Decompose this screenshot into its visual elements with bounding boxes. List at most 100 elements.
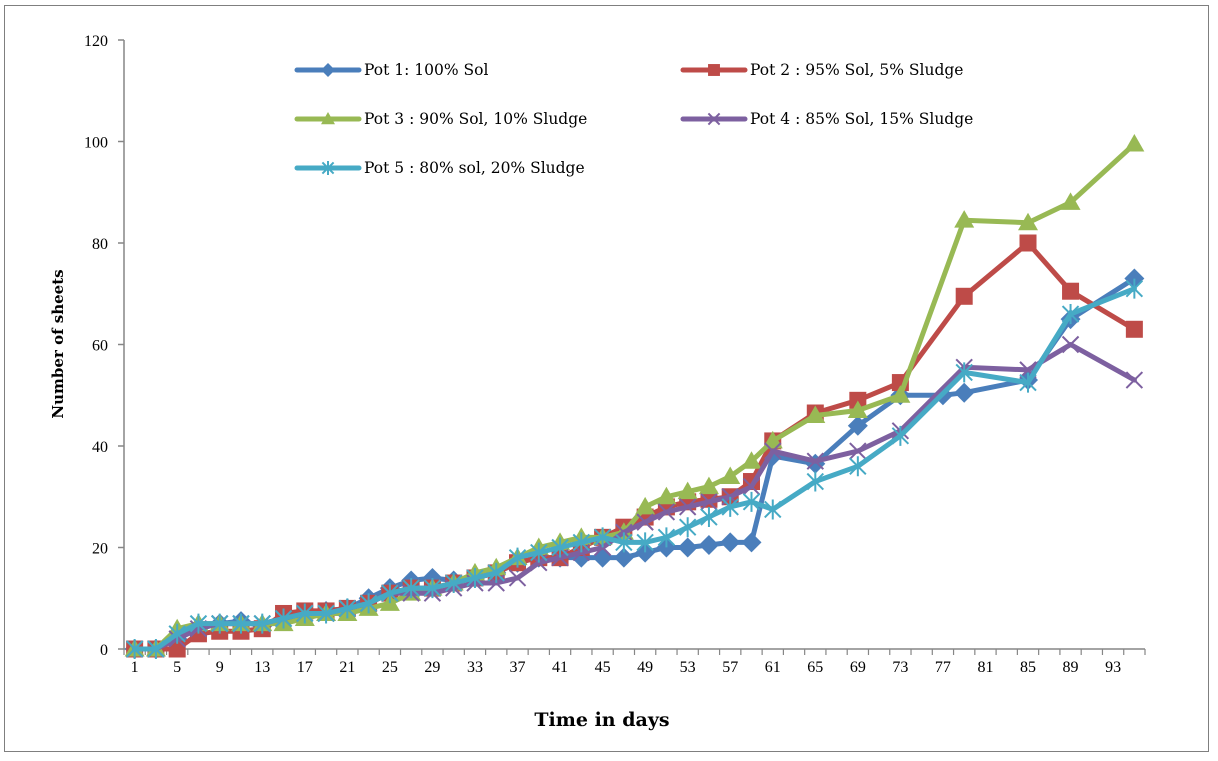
data-point: [1061, 304, 1080, 325]
series-3: [124, 134, 1145, 657]
data-point: [698, 476, 719, 495]
y-tick-label: 100: [84, 135, 108, 152]
data-point: [1060, 192, 1081, 210]
legend-item-3: Pot 3 : 90% Sol, 10% Sludge: [294, 110, 587, 128]
x-tick-label: 77: [935, 659, 951, 676]
series-2: [126, 234, 1143, 658]
x-tick-label: 49: [637, 659, 653, 676]
data-point: [741, 532, 762, 553]
data-point: [402, 578, 420, 599]
x-tick-label: 21: [339, 659, 355, 676]
data-point: [890, 385, 911, 403]
data-point: [954, 382, 975, 403]
data-point: [677, 537, 698, 558]
data-point: [1125, 371, 1144, 389]
legend-item-1: Pot 1: 100% Sol: [294, 61, 488, 79]
x-tick-label: 45: [595, 659, 611, 676]
data-point: [147, 639, 165, 659]
data-point: [720, 532, 741, 553]
data-point: [1018, 212, 1039, 231]
series-layer: [124, 134, 1145, 659]
data-point: [508, 569, 527, 587]
data-point: [572, 532, 591, 553]
y-tick-label: 120: [84, 33, 108, 50]
series-2-line: [132, 240, 1137, 652]
data-point: [635, 496, 656, 515]
data-point: [847, 400, 868, 418]
series-5-line: [132, 286, 1137, 652]
data-point: [381, 583, 399, 604]
legend-label: Pot 2 : 95% Sol, 5% Sludge: [750, 61, 963, 79]
data-point: [168, 640, 186, 658]
x-tick-label: 57: [722, 659, 738, 676]
data-point: [551, 537, 569, 558]
data-point: [698, 534, 719, 555]
data-point: [189, 613, 208, 634]
series-3-line: [132, 141, 1137, 652]
data-point: [762, 430, 783, 449]
data-point: [700, 507, 718, 528]
x-tick-label: 25: [382, 659, 398, 676]
y-tick-label: 80: [92, 236, 108, 253]
x-tick-label: 61: [765, 659, 781, 676]
legend-label: Pot 3 : 90% Sol, 10% Sludge: [364, 110, 587, 128]
x-tick-label: 9: [216, 659, 224, 676]
data-point: [274, 608, 293, 629]
data-point: [954, 210, 975, 228]
legend-swatch-marker: [708, 64, 720, 76]
x-tick-label: 29: [424, 659, 440, 676]
data-point: [805, 405, 826, 424]
x-tick-label: 17: [297, 659, 313, 676]
data-point: [636, 532, 654, 553]
data-point: [764, 499, 782, 520]
data-point: [338, 598, 357, 619]
data-point: [678, 517, 697, 538]
y-tick-label: 40: [92, 439, 108, 456]
data-point: [1061, 335, 1080, 354]
data-point: [1019, 234, 1037, 252]
data-point: [125, 639, 144, 659]
data-point: [955, 362, 973, 383]
data-point: [232, 613, 250, 634]
x-tick-label: 5: [173, 659, 181, 676]
legend-label: Pot 5 : 80% sol, 20% Sludge: [364, 159, 585, 177]
y-axis-ticks: 0 20 40 60 80 100 120: [84, 33, 124, 659]
data-point: [849, 442, 867, 460]
data-point: [847, 415, 868, 436]
data-point: [657, 527, 676, 548]
data-point: [1125, 278, 1144, 299]
data-point: [615, 532, 633, 553]
data-point: [764, 442, 782, 460]
x-axis-title: Time in days: [534, 709, 669, 731]
data-point: [211, 613, 229, 634]
data-point: [636, 513, 654, 531]
data-point: [720, 466, 741, 484]
data-point: [657, 503, 676, 521]
data-point: [168, 623, 186, 644]
data-point: [508, 547, 527, 568]
data-point: [423, 578, 442, 599]
x-tick-label: 37: [510, 659, 526, 676]
data-point: [742, 491, 761, 512]
data-point: [656, 486, 677, 505]
data-point: [678, 498, 697, 516]
data-point: [849, 391, 867, 409]
data-point: [593, 527, 612, 548]
data-point: [741, 451, 762, 469]
data-point: [1062, 282, 1080, 300]
data-point: [742, 477, 761, 496]
legend-item-5: Pot 5 : 80% sol, 20% Sludge: [294, 159, 585, 177]
data-point: [677, 481, 698, 500]
data-point: [296, 603, 314, 624]
data-point: [849, 456, 867, 477]
x-tick-label: 69: [850, 659, 866, 676]
legend-swatch-marker: [707, 112, 721, 126]
x-tick-label: 1: [131, 659, 139, 676]
y-tick-label: 20: [92, 541, 108, 558]
legend-swatch-marker: [321, 112, 335, 125]
data-point: [955, 287, 973, 305]
series-1: [124, 268, 1145, 659]
data-point: [613, 547, 634, 568]
x-tick-label: 81: [977, 659, 993, 676]
legend-label: Pot 1: 100% Sol: [364, 61, 488, 79]
